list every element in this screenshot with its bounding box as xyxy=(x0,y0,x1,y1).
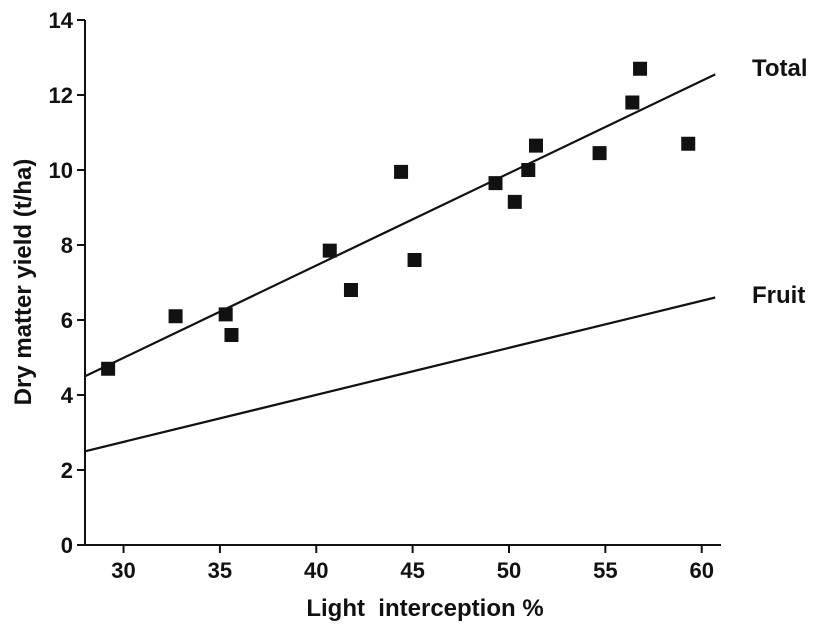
data-point xyxy=(681,136,696,151)
data-point xyxy=(521,163,536,177)
data-point xyxy=(224,328,239,342)
y-tick-label: 2 xyxy=(61,458,73,483)
data-point xyxy=(343,283,358,297)
data-point xyxy=(407,253,422,267)
x-tick-label: 35 xyxy=(208,558,232,583)
x-tick-label: 55 xyxy=(593,558,617,583)
data-point xyxy=(488,176,503,191)
y-tick-label: 14 xyxy=(49,8,74,33)
data-point xyxy=(592,146,607,161)
data-point xyxy=(633,61,648,76)
y-tick-label: 8 xyxy=(61,233,73,258)
x-tick-label: 50 xyxy=(497,558,521,583)
data-point xyxy=(218,307,233,322)
x-tick-label: 30 xyxy=(111,558,135,583)
y-axis-ticks: 0 2 4 6 8 10 12 14 xyxy=(49,8,85,558)
y-tick-label: 0 xyxy=(61,533,73,558)
data-point xyxy=(625,95,640,110)
x-tick-label: 45 xyxy=(400,558,424,583)
data-point xyxy=(322,243,337,258)
y-tick-label: 10 xyxy=(49,158,73,183)
data-point xyxy=(168,309,183,324)
y-tick-label: 6 xyxy=(61,308,73,333)
y-tick-label: 4 xyxy=(61,383,74,408)
fit-line-fruit xyxy=(84,296,716,453)
series-label-total: Total xyxy=(752,55,808,82)
y-axis-title: Dry matter yield (t/ha) xyxy=(10,159,37,406)
x-tick-label: 60 xyxy=(689,558,713,583)
x-tick-label: 40 xyxy=(304,558,328,583)
y-tick-label: 12 xyxy=(49,83,73,108)
series-label-fruit: Fruit xyxy=(752,282,805,309)
fit-line-total xyxy=(84,73,716,378)
plot-area xyxy=(84,61,716,453)
data-point xyxy=(528,138,543,153)
x-axis-ticks: 30 35 40 45 50 55 60 xyxy=(111,545,714,583)
data-point xyxy=(101,361,116,376)
data-point xyxy=(507,194,522,209)
data-point xyxy=(394,164,409,179)
x-axis-title: Light interception % xyxy=(306,595,543,622)
